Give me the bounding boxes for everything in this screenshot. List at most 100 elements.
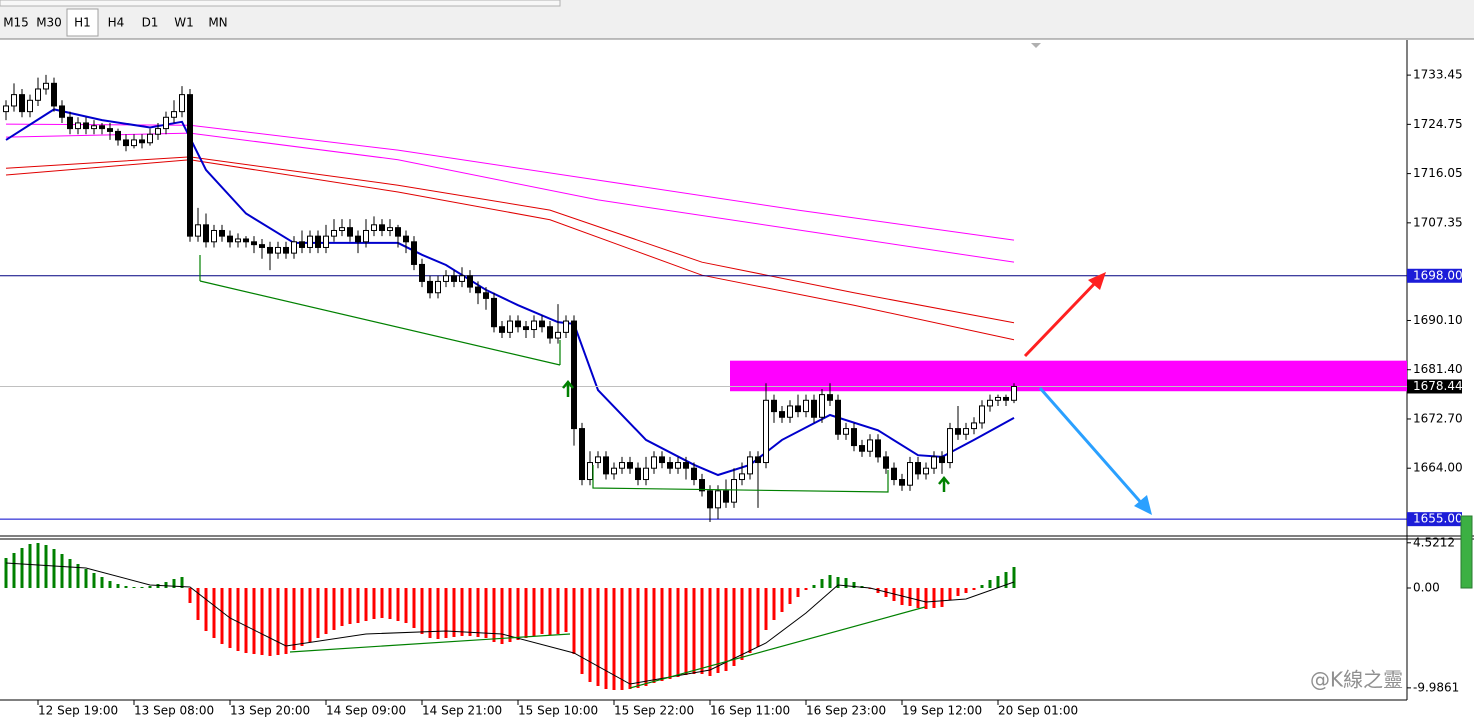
histogram-bar (964, 588, 968, 593)
histogram-bar (252, 588, 256, 654)
histogram-bar (556, 588, 560, 634)
histogram-bar (28, 544, 32, 588)
candle-body (939, 456, 945, 464)
candle-body (83, 122, 89, 130)
signal-line (5, 562, 1015, 685)
buy-arrow (562, 380, 574, 397)
candle-body (867, 439, 873, 452)
timeframe-button[interactable] (134, 9, 166, 36)
histogram-bar (124, 586, 128, 588)
y-tick-label: 1672.70 (1413, 411, 1463, 425)
candle-body (891, 467, 897, 481)
histogram-bar (68, 559, 72, 588)
histogram-bar (788, 588, 792, 604)
x-tick-label: 16 Sep 23:00 (806, 704, 886, 718)
histogram-bar (612, 588, 616, 690)
histogram-bar (716, 588, 720, 673)
candle-body (131, 139, 137, 147)
histogram-bar (308, 588, 312, 642)
histogram-bar (468, 588, 472, 636)
histogram-bar (420, 588, 424, 634)
candle-body (435, 280, 441, 294)
trend-line (629, 606, 926, 689)
timeframe-button[interactable] (1, 9, 31, 36)
candle-body (59, 105, 65, 118)
candle-body (723, 490, 729, 503)
histogram-bar (260, 588, 264, 655)
candle-body (123, 139, 129, 147)
histogram-bar (76, 564, 80, 588)
price-label: 1678.44 (1413, 379, 1463, 393)
timeframe-button[interactable] (168, 9, 200, 36)
histogram-bar (428, 588, 432, 638)
candle-body (979, 405, 985, 424)
x-tick-label: 20 Sep 01:00 (998, 704, 1078, 718)
candle-body (739, 473, 745, 481)
histogram-bar (132, 587, 136, 588)
x-tick-label: 15 Sep 10:00 (518, 704, 598, 718)
timeframe-label[interactable]: M30 (36, 16, 62, 30)
candle-body (35, 88, 41, 101)
trend-line (199, 280, 561, 366)
candle-body (579, 428, 585, 481)
histogram-bar (956, 588, 960, 596)
histogram-bar (388, 588, 392, 619)
candle-body (747, 456, 753, 475)
candle-body (163, 116, 169, 130)
timeframe-button[interactable] (202, 9, 234, 36)
candle-body (611, 467, 617, 475)
candle-body (67, 116, 73, 130)
histogram-bar (540, 588, 544, 634)
candle-body (915, 462, 921, 475)
histogram-bar (604, 588, 608, 689)
histogram-bar (60, 554, 64, 588)
candle-body (195, 224, 201, 237)
candle-body (363, 229, 369, 243)
x-tick-label: 12 Sep 19:00 (38, 704, 118, 718)
histogram-bar (484, 588, 488, 638)
timeframe-button[interactable] (100, 9, 132, 36)
candle-body (219, 229, 225, 237)
candle-body (291, 241, 297, 254)
candle-body (571, 320, 577, 430)
candle-body (27, 99, 33, 113)
timeframe-label[interactable]: H4 (108, 16, 125, 30)
histogram-bar (580, 588, 584, 674)
candle-body (507, 320, 513, 333)
candle-body (51, 82, 57, 107)
timeframe-label[interactable]: MN (208, 16, 227, 30)
candle-body (699, 479, 705, 492)
histogram-bar (196, 588, 200, 620)
price-label-box (1407, 268, 1462, 283)
y-tick-label: 1690.10 (1413, 313, 1463, 327)
timeframe-label[interactable]: W1 (174, 16, 194, 30)
histogram-bar (380, 588, 384, 618)
x-tick-label: 15 Sep 22:00 (614, 704, 694, 718)
timeframe-label[interactable]: H1 (74, 16, 91, 30)
timeframe-label[interactable]: D1 (142, 16, 159, 30)
histogram-bar (52, 549, 56, 588)
histogram-bar (348, 588, 352, 624)
histogram-bar (668, 588, 672, 679)
histogram-bar (948, 588, 952, 600)
timeframe-label[interactable]: M15 (3, 16, 29, 30)
scrollbar[interactable] (1460, 515, 1473, 589)
y-tick-label: 1707.35 (1413, 215, 1463, 229)
histogram-bar (676, 588, 680, 677)
histogram-bar (596, 588, 600, 686)
candle-body (643, 467, 649, 481)
candle-body (875, 439, 881, 458)
timeframe-button[interactable] (66, 8, 99, 37)
candle-body (475, 286, 481, 294)
histogram-bar (804, 588, 808, 590)
histogram-bar (564, 588, 568, 632)
x-tick-label: 19 Sep 12:00 (902, 704, 982, 718)
candle-body (187, 94, 193, 237)
histogram-bar (644, 588, 648, 686)
histogram-bar (172, 579, 176, 588)
y-tick-label: 1681.40 (1413, 362, 1463, 376)
candle-body (851, 428, 857, 447)
timeframe-button[interactable] (33, 9, 65, 36)
